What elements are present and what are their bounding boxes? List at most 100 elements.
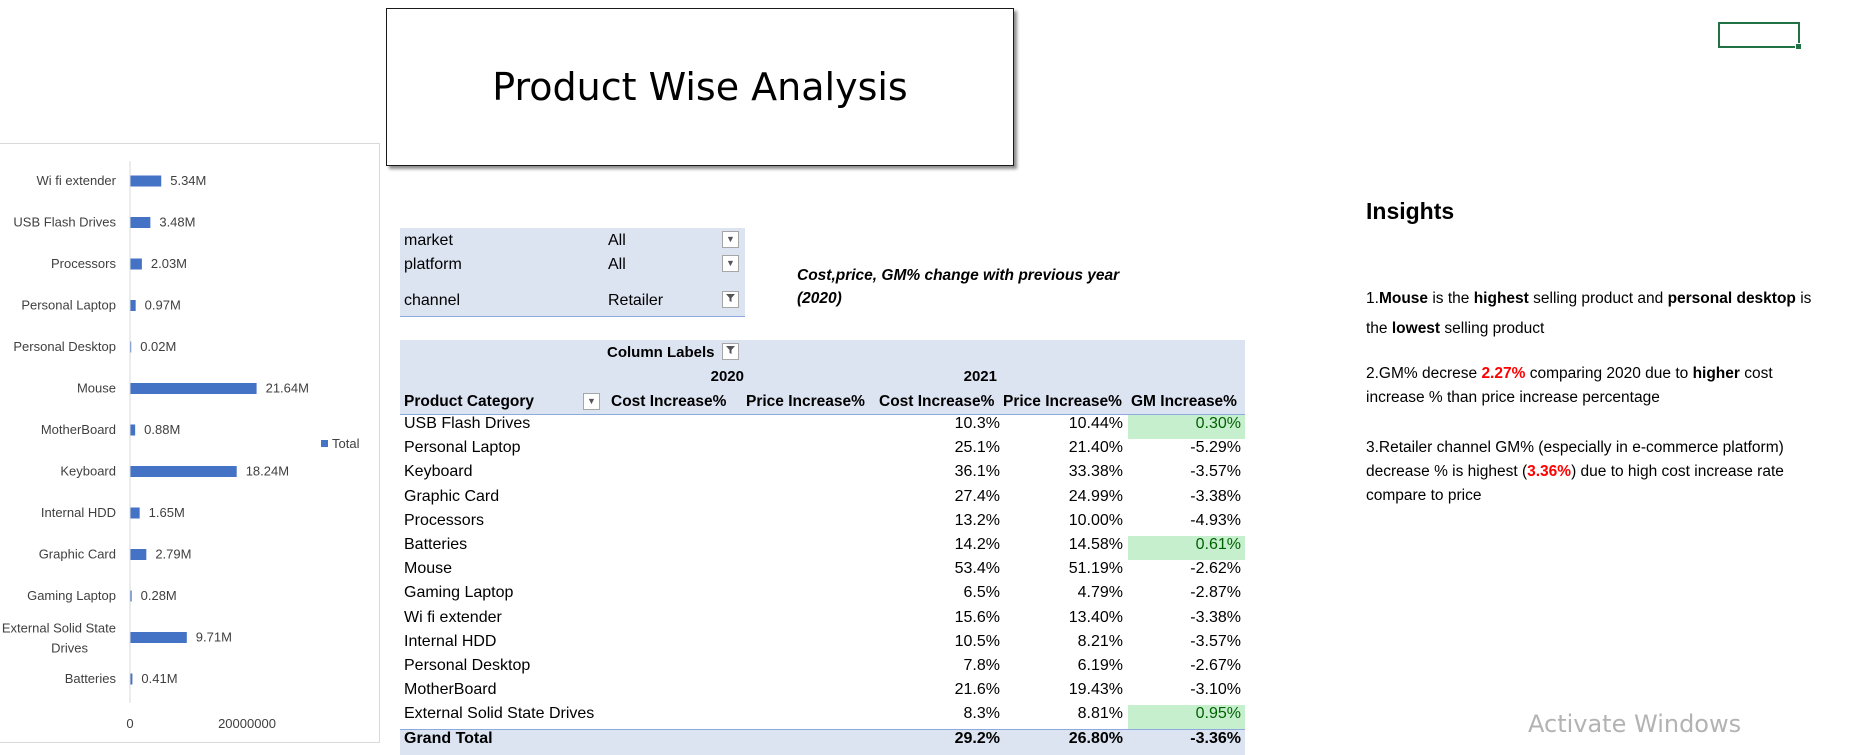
row-category: MotherBoard — [404, 681, 497, 699]
category-label: Graphic Card — [39, 547, 116, 562]
insight-1-number: 1. — [1366, 290, 1379, 307]
x-tick-label: 0 — [126, 716, 133, 731]
insight-1: 1.Mouse is the highest selling product a… — [1366, 284, 1826, 344]
col-cost-2021: Cost Increase% — [879, 393, 995, 410]
category-label: Keyboard — [60, 464, 116, 479]
insight-1-bold-4: lowest — [1391, 320, 1441, 337]
activate-windows-watermark: Activate Windows — [1528, 710, 1742, 738]
filter-icon[interactable] — [722, 291, 739, 308]
sort-filter-icon[interactable]: ▼ — [583, 393, 600, 410]
grand-total-gm: -3.36% — [1190, 730, 1241, 748]
row-cost: 6.5% — [963, 584, 1000, 602]
selected-cell[interactable] — [1718, 22, 1802, 50]
fill-handle[interactable] — [1795, 43, 1802, 50]
row-price: 24.99% — [1068, 487, 1123, 505]
insight-3-value: 3.36% — [1527, 463, 1572, 480]
bar — [130, 590, 132, 602]
filter-label-channel: channel — [404, 292, 461, 309]
row-category: Personal Desktop — [404, 656, 531, 674]
table-row: MotherBoard 21.6% 19.43% -3.10% — [400, 681, 1245, 705]
row-header: Product Category — [404, 393, 535, 410]
row-gm: -2.62% — [1190, 560, 1241, 578]
row-gm: -3.38% — [1190, 487, 1241, 505]
bar — [130, 258, 142, 270]
insight-3: 3.Retailer channel GM% (especially in e-… — [1366, 436, 1826, 508]
row-gm: -2.67% — [1190, 656, 1241, 674]
row-price: 8.81% — [1077, 705, 1123, 723]
row-price: 6.19% — [1077, 656, 1123, 674]
row-category: Wi fi extender — [404, 608, 502, 626]
row-gm: -2.87% — [1190, 584, 1241, 602]
row-category: Mouse — [404, 560, 453, 578]
row-gm: -3.10% — [1190, 681, 1241, 699]
insight-1-text-1: is the — [1428, 290, 1474, 307]
insight-1-bold-2: highest — [1473, 290, 1529, 307]
grand-total-label: Grand Total — [404, 730, 493, 748]
data-label: 0.02M — [140, 339, 176, 354]
row-cost: 14.2% — [954, 535, 1000, 553]
row-price: 10.44% — [1068, 415, 1123, 432]
pivot-header: Column Labels 2020 2021 Product Category… — [400, 340, 1245, 415]
category-label: Wi fi extender — [37, 173, 117, 188]
table-row: Gaming Laptop 6.5% 4.79% -2.87% — [400, 584, 1245, 608]
row-cost: 7.8% — [963, 656, 1000, 674]
category-label: Batteries — [65, 671, 117, 686]
row-price: 19.43% — [1068, 681, 1123, 699]
category-label: MotherBoard — [41, 422, 116, 437]
row-gm: -3.57% — [1190, 463, 1241, 481]
table-row: Personal Desktop 7.8% 6.19% -2.67% — [400, 657, 1245, 681]
gm-cell-bg — [1128, 535, 1245, 561]
pivot-table: Column Labels 2020 2021 Product Category… — [400, 340, 1245, 755]
filter-label-platform: platform — [404, 256, 462, 273]
table-row: Wi fi extender 15.6% 13.40% -3.38% — [400, 609, 1245, 633]
row-cost: 8.3% — [963, 705, 1000, 723]
row-cost: 13.2% — [954, 511, 1000, 529]
table-row: Processors 13.2% 10.00% -4.93% — [400, 512, 1245, 536]
insight-2-text-1: 2.GM% decrese — [1366, 365, 1482, 382]
row-cost: 15.6% — [954, 608, 1000, 626]
row-gm: 0.30% — [1195, 415, 1241, 432]
insight-2-text-3: cost increase % than price increase perc… — [1366, 365, 1773, 406]
row-category: USB Flash Drives — [404, 415, 531, 432]
col-price-2021: Price Increase% — [1003, 393, 1122, 410]
row-gm: -5.29% — [1190, 439, 1241, 457]
row-category: External Solid State Drives — [404, 705, 595, 723]
filter-label-market: market — [404, 232, 453, 249]
table-row: Graphic Card 27.4% 24.99% -3.38% — [400, 488, 1245, 512]
table-row: Mouse 53.4% 51.19% -2.62% — [400, 560, 1245, 584]
insight-1-text-4: selling product — [1440, 320, 1545, 337]
table-row: External Solid State Drives 8.3% 8.81% 0.95… — [400, 705, 1245, 730]
legend-label: Total — [332, 436, 360, 451]
col-price-2020: Price Increase% — [746, 393, 865, 410]
insights-title: Insights — [1366, 198, 1455, 224]
insight-1-bold-3: personal desktop — [1667, 290, 1796, 307]
table-row: Internal HDD 10.5% 8.21% -3.57% — [400, 633, 1245, 657]
grand-total-cost: 29.2% — [954, 730, 1000, 748]
chart-area[interactable] — [0, 143, 380, 743]
category-label: Drives — [51, 641, 88, 656]
bar-chart[interactable]: 5.34M Wi fi extender 3.48M USB Flash Drives… — [0, 143, 382, 743]
category-label: Gaming Laptop — [27, 588, 116, 603]
category-label: External Solid State — [2, 621, 116, 636]
dropdown-icon[interactable]: ▼ — [722, 231, 739, 248]
row-category: Gaming Laptop — [404, 584, 514, 602]
row-category: Batteries — [404, 535, 468, 553]
bar — [130, 217, 151, 228]
filter-value-platform: All — [608, 256, 626, 273]
title-box: Product Wise Analysis — [386, 8, 1014, 166]
dropdown-icon[interactable]: ▼ — [722, 255, 739, 272]
row-cost: 53.4% — [954, 560, 1000, 578]
data-label: 0.97M — [145, 298, 181, 313]
data-label: 2.03M — [151, 256, 187, 271]
row-gm: -4.93% — [1190, 511, 1241, 529]
filter-icon[interactable] — [722, 343, 739, 360]
col-gm-2021: GM Increase% — [1131, 393, 1237, 410]
row-price: 51.19% — [1068, 560, 1123, 578]
bar — [130, 549, 147, 560]
row-cost: 10.5% — [954, 632, 1000, 650]
grand-total-price: 26.80% — [1068, 730, 1123, 748]
grand-total-row: Grand Total 29.2% 26.80% -3.36% — [400, 729, 1245, 755]
year-2021: 2021 — [963, 368, 997, 385]
data-label: 18.24M — [246, 464, 289, 479]
data-label: 21.64M — [266, 381, 309, 396]
